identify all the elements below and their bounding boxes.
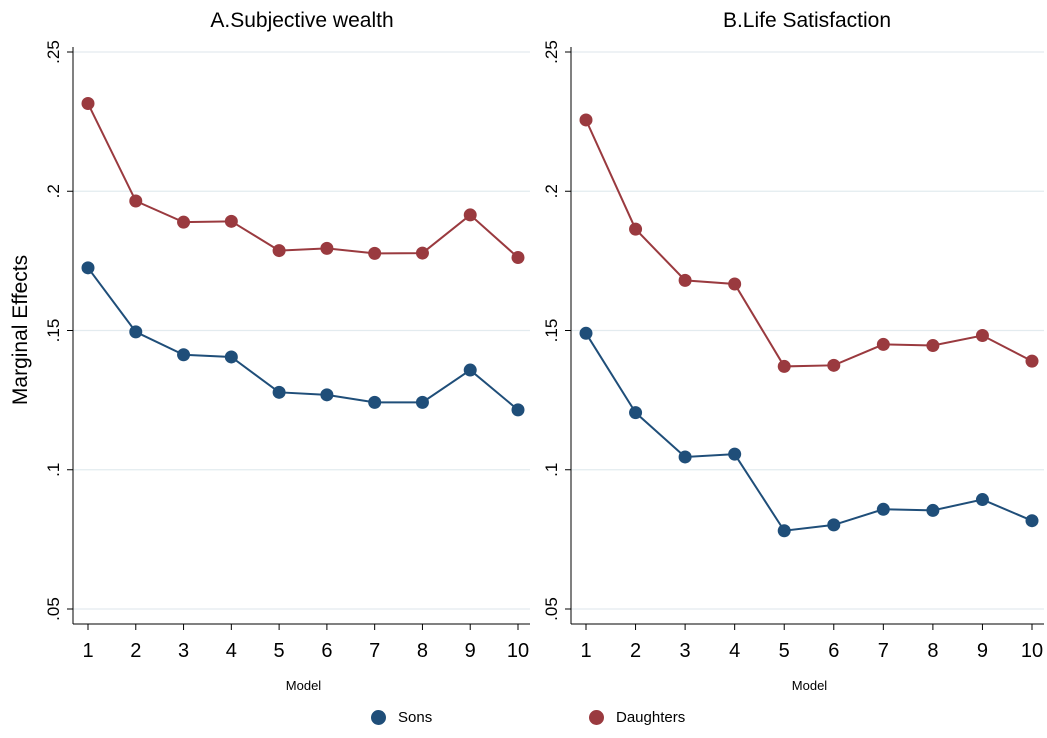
data-point-sons bbox=[926, 503, 940, 517]
data-point-sons bbox=[728, 447, 742, 461]
data-point-sons bbox=[320, 388, 334, 402]
legend-item-sons: Sons bbox=[371, 709, 432, 726]
series-line-daughters bbox=[585, 119, 1033, 368]
legend-item-daughters: Daughters bbox=[589, 709, 685, 726]
y-axis-label: Marginal Effects bbox=[9, 255, 32, 405]
x-tick-label: 2 bbox=[630, 640, 641, 662]
x-tick-label: 4 bbox=[226, 640, 237, 662]
data-point-daughters bbox=[129, 194, 143, 208]
data-point-sons bbox=[415, 395, 429, 409]
x-axis-label: Model bbox=[792, 678, 828, 693]
data-point-daughters bbox=[177, 215, 191, 229]
data-point-sons bbox=[827, 518, 841, 532]
data-point-sons bbox=[129, 325, 143, 339]
data-point-daughters bbox=[975, 329, 989, 343]
legend: Sons Daughters bbox=[0, 709, 1047, 733]
y-tick-label: .15 bbox=[542, 319, 561, 343]
x-tick-label: 9 bbox=[977, 640, 988, 662]
data-point-sons bbox=[368, 395, 382, 409]
y-tick-label: .1 bbox=[44, 463, 63, 477]
panel-title: A.Subjective wealth bbox=[210, 9, 393, 32]
data-point-daughters bbox=[728, 277, 742, 291]
data-point-daughters bbox=[1025, 354, 1039, 368]
data-point-sons bbox=[224, 350, 238, 364]
data-point-daughters bbox=[777, 359, 791, 373]
x-tick-label: 2 bbox=[130, 640, 141, 662]
y-tick-label: .25 bbox=[542, 40, 561, 64]
data-point-daughters bbox=[876, 337, 890, 351]
x-tick-label: 5 bbox=[779, 640, 790, 662]
data-point-sons bbox=[579, 326, 593, 340]
data-point-daughters bbox=[511, 251, 525, 265]
data-point-daughters bbox=[678, 273, 692, 287]
data-point-sons bbox=[975, 493, 989, 507]
x-tick-label: 3 bbox=[178, 640, 189, 662]
series-line-sons bbox=[585, 332, 1033, 532]
data-point-sons bbox=[1025, 514, 1039, 528]
y-tick-label: .2 bbox=[542, 184, 561, 198]
data-point-daughters bbox=[629, 222, 643, 236]
data-point-daughters bbox=[926, 339, 940, 353]
series-line-daughters bbox=[87, 103, 519, 259]
data-point-daughters bbox=[415, 246, 429, 260]
series-line-sons bbox=[87, 267, 519, 411]
data-point-daughters bbox=[579, 113, 593, 127]
x-tick-label: 7 bbox=[878, 640, 889, 662]
data-point-sons bbox=[876, 502, 890, 516]
panel-subjective-wealth: .05 .1 .15 .2 .25 1 2 3 4 5 6 7 8 9 10 A.Subjective wea… bbox=[9, 9, 530, 693]
data-point-sons bbox=[81, 261, 95, 275]
x-tick-label: 10 bbox=[507, 640, 529, 662]
data-point-daughters bbox=[463, 208, 477, 222]
x-tick-label: 10 bbox=[1021, 640, 1043, 662]
x-axis-label: Model bbox=[286, 678, 322, 693]
data-point-daughters bbox=[320, 241, 334, 255]
data-point-sons bbox=[777, 524, 791, 538]
data-point-sons bbox=[629, 406, 643, 420]
data-point-sons bbox=[272, 385, 286, 399]
legend-marker-daughters bbox=[589, 710, 604, 725]
x-tick-label: 3 bbox=[680, 640, 691, 662]
y-tick-label: .1 bbox=[542, 463, 561, 477]
x-tick-label: 8 bbox=[417, 640, 428, 662]
data-point-sons bbox=[463, 363, 477, 377]
y-tick-label: .05 bbox=[44, 597, 63, 621]
data-point-daughters bbox=[827, 358, 841, 372]
data-point-daughters bbox=[81, 97, 95, 111]
x-tick-label: 4 bbox=[729, 640, 740, 662]
x-tick-label: 1 bbox=[580, 640, 591, 662]
y-tick-label: .15 bbox=[44, 319, 63, 343]
y-tick-label: .25 bbox=[44, 40, 63, 64]
x-tick-label: 5 bbox=[274, 640, 285, 662]
panel-title: B.Life Satisfaction bbox=[723, 9, 891, 32]
panel-life-satisfaction: .05 .1 .15 .2 .25 1 2 3 4 5 6 7 8 9 10 B.Life Satisfact… bbox=[542, 9, 1044, 693]
x-tick-label: 8 bbox=[927, 640, 938, 662]
legend-label-daughters: Daughters bbox=[616, 709, 686, 726]
data-point-sons bbox=[177, 348, 191, 362]
legend-label-sons: Sons bbox=[398, 709, 433, 726]
y-tick-label: .05 bbox=[542, 597, 561, 621]
x-tick-label: 6 bbox=[828, 640, 839, 662]
data-point-daughters bbox=[224, 214, 238, 228]
data-point-daughters bbox=[368, 246, 382, 260]
x-tick-label: 7 bbox=[369, 640, 380, 662]
legend-marker-sons bbox=[371, 710, 386, 725]
x-tick-label: 6 bbox=[321, 640, 332, 662]
data-point-daughters bbox=[272, 244, 286, 258]
x-tick-label: 9 bbox=[465, 640, 476, 662]
y-tick-label: .2 bbox=[44, 184, 63, 198]
data-point-sons bbox=[678, 450, 692, 464]
data-point-sons bbox=[511, 403, 525, 417]
x-tick-label: 1 bbox=[82, 640, 93, 662]
